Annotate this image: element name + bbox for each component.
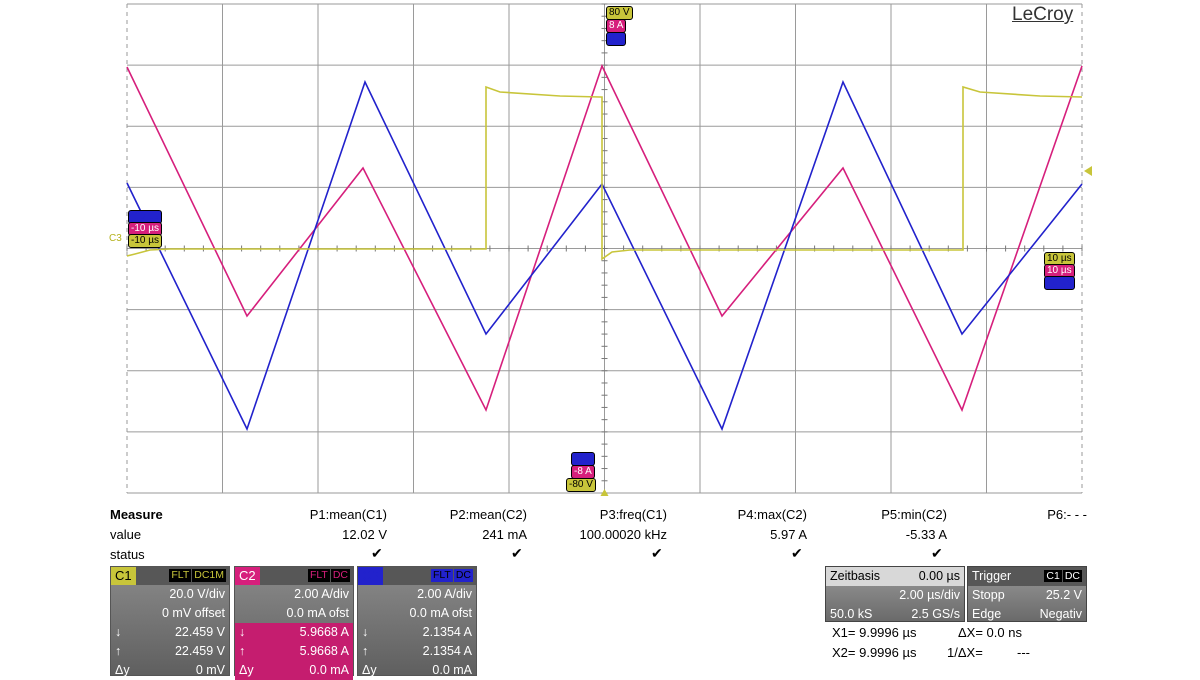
channel-panel-c1[interactable]: C1 FLT DC1M 20.0 V/div 0 mV offset ↓ 22.459 V ↑… — [110, 566, 230, 677]
channel-cursor-up-value: 2.1354 A — [422, 644, 472, 658]
trigger-panel[interactable]: Trigger C1 DC Stopp 25.2 V Edge Negativ — [967, 566, 1087, 622]
trigger-level-marker — [1084, 166, 1092, 176]
channel-name-tag: C3 — [358, 567, 383, 585]
delta-y-icon: Δy — [115, 663, 130, 677]
timebase-rate: 2.5 GS/s — [911, 607, 960, 621]
channel-delta-y: 0 mV — [195, 663, 225, 677]
measure-status-row-label: status — [110, 547, 145, 562]
measure-col-6-name: P6:- - - — [1047, 507, 1087, 522]
bottom-c3-scale-badge: -8 A — [571, 452, 595, 466]
trigger-time-marker — [600, 489, 609, 496]
top-c1-scale-badge: 80 V — [606, 6, 633, 20]
measure-col-5-value: -5.33 A — [905, 527, 947, 542]
measure-col-2-value: 241 mA — [482, 527, 527, 542]
cursor-up-icon: ↑ — [115, 644, 122, 658]
channel-coupling-tag: DC — [330, 569, 350, 582]
channel-filter-tag: FLT — [307, 569, 330, 582]
channel-scale: 2.00 A/div — [294, 587, 349, 601]
measure-col-3-name: P3:freq(C1) — [599, 507, 667, 522]
channel-coupling-tag: DC — [453, 569, 473, 582]
cursor-x2: X2= 9.9996 µs — [832, 645, 917, 660]
scope-grid — [126, 3, 1092, 496]
timebase-delay: 0.00 µs — [918, 569, 960, 583]
c1-trace — [126, 85, 1083, 261]
left-c1-time-badge: -10 µs — [128, 234, 162, 248]
measure-col-1-name: P1:mean(C1) — [309, 507, 387, 522]
cursor-x1: X1= 9.9996 µs — [832, 625, 917, 640]
bottom-c1-scale-badge: -80 V — [566, 478, 596, 492]
measure-col-4-status-check-icon: ✔ — [791, 545, 803, 561]
cursor-down-icon: ↓ — [362, 625, 369, 639]
channel-name-tag: C1 — [111, 567, 136, 585]
measure-col-5-name: P5:min(C2) — [881, 507, 947, 522]
cursor-down-icon: ↓ — [115, 625, 122, 639]
trigger-mode: Stopp — [972, 588, 1005, 602]
delta-y-icon: Δy — [239, 663, 254, 677]
measure-col-3-status-check-icon: ✔ — [651, 545, 663, 561]
c3-ground-marker: C3 — [109, 233, 122, 244]
right-c3-time-badge: 10 µs — [1044, 276, 1075, 290]
bottom-c2-scale-badge: -8 A — [571, 465, 595, 479]
measure-col-2-status-check-icon: ✔ — [511, 545, 523, 561]
cursor-dx: ΔX= 0.0 ns — [958, 625, 1022, 640]
delta-y-icon: Δy — [362, 663, 377, 677]
channel-offset: 0.0 mA ofst — [409, 606, 472, 620]
measure-col-2-name: P2:mean(C2) — [449, 507, 527, 522]
measure-col-1-status-check-icon: ✔ — [371, 545, 383, 561]
cursor-inverse-dx-label: 1/ΔX= — [947, 645, 983, 660]
cursor-down-icon: ↓ — [239, 625, 246, 639]
measure-col-4-name: P4:max(C2) — [737, 507, 807, 522]
measure-value-row-label: value — [110, 527, 142, 542]
c2-trace — [126, 63, 1083, 413]
top-c3-scale-badge: 8 A — [606, 32, 627, 46]
timebase-label: Zeitbasis — [830, 569, 881, 583]
measure-col-3-value: 100.00020 kHz — [579, 527, 667, 542]
trigger-slope: Negativ — [1039, 607, 1082, 621]
trigger-source-tag: C1 — [1044, 570, 1062, 582]
right-c2-time-badge: 10 µs — [1044, 264, 1075, 278]
measure-col-5-status-check-icon: ✔ — [931, 545, 943, 561]
cursor-up-icon: ↑ — [239, 644, 246, 658]
channel-delta-y: 0.0 mA — [309, 663, 349, 677]
timebase-panel[interactable]: Zeitbasis 0.00 µs 2.00 µs/div 50.0 kS 2.… — [825, 566, 965, 622]
timebase-tdiv: 2.00 µs/div — [899, 588, 960, 602]
channel-panel-c2[interactable]: C2 FLT DC 2.00 A/div 0.0 mA ofst ↓ 5.9668 A ↑ 5.… — [234, 566, 354, 680]
channel-name-tag: C2 — [235, 567, 260, 585]
trigger-type: Edge — [972, 607, 1002, 621]
measure-title: Measure — [110, 507, 163, 522]
channel-filter-tag: FLT — [430, 569, 453, 582]
channel-cursor-down-value: 22.459 V — [174, 625, 225, 639]
top-c2-scale-badge: 8 A — [606, 19, 627, 33]
measure-col-1-value: 12.02 V — [342, 527, 387, 542]
channel-cursor-down-value: 5.9668 A — [299, 625, 349, 639]
channel-coupling-tag: DC1M — [192, 569, 226, 582]
cursor-inverse-dx-value: --- — [1017, 645, 1030, 660]
brand-logo: LeCroy — [1012, 4, 1074, 25]
cursor-up-icon: ↑ — [362, 644, 369, 658]
channel-cursor-up-value: 22.459 V — [174, 644, 225, 658]
channel-filter-tag: FLT — [169, 569, 192, 582]
channel-delta-y: 0.0 mA — [432, 663, 472, 677]
channel-cursor-down-value: 2.1354 A — [422, 625, 472, 639]
trigger-coupling-tag: DC — [1062, 570, 1082, 582]
trigger-label: Trigger — [972, 569, 1012, 583]
channel-panel-c3[interactable]: C3 FLT DC 2.00 A/div 0.0 mA ofst ↓ 2.1354 A ↑ 2.… — [357, 566, 477, 677]
measure-col-4-value: 5.97 A — [770, 527, 807, 542]
trigger-level: 25.2 V — [1045, 588, 1082, 602]
channel-offset: 0.0 mA ofst — [286, 606, 349, 620]
channel-offset: 0 mV offset — [162, 606, 225, 620]
channel-cursor-up-value: 5.9668 A — [299, 644, 349, 658]
timebase-samples: 50.0 kS — [830, 607, 873, 621]
channel-scale: 20.0 V/div — [169, 587, 225, 601]
channel-scale: 2.00 A/div — [417, 587, 472, 601]
